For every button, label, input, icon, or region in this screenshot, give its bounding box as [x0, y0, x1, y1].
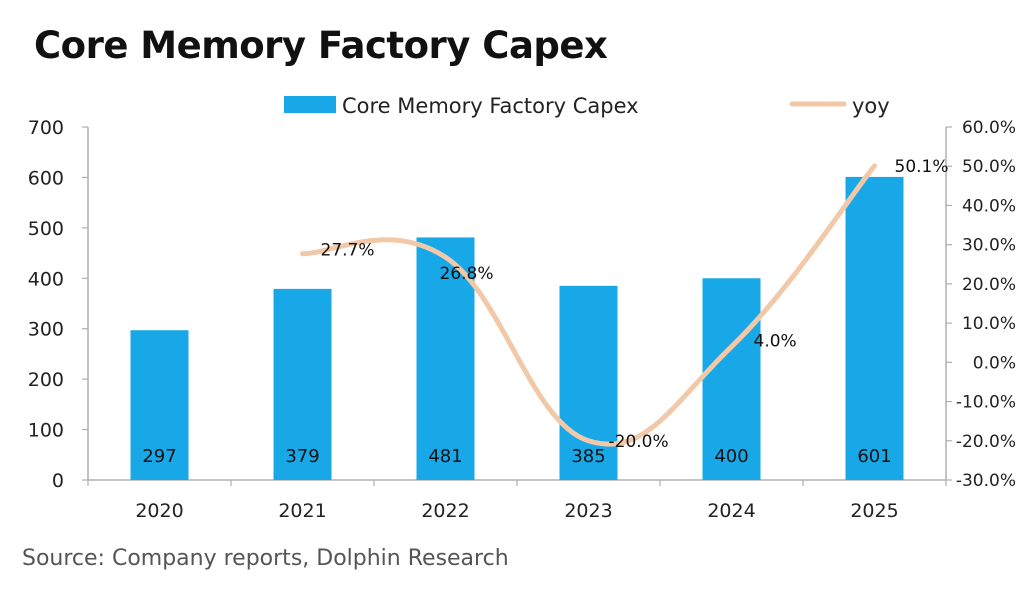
- x-tick-label: 2025: [850, 500, 898, 522]
- bar-value-label: 400: [714, 446, 748, 467]
- bar-value-label: 601: [857, 446, 891, 467]
- y-right-tick-label: 10.0%: [962, 314, 1016, 334]
- x-tick-label: 2022: [421, 500, 469, 522]
- bar-value-label: 297: [142, 446, 176, 467]
- bar-value-label: 481: [428, 446, 462, 467]
- bar: [702, 278, 761, 480]
- y-right-tick-label: 0.0%: [973, 353, 1016, 373]
- yoy-value-label: 50.1%: [895, 157, 949, 177]
- y-right-tick-label: -30.0%: [956, 471, 1016, 491]
- legend-label-line: yoy: [852, 94, 890, 118]
- source-note: Source: Company reports, Dolphin Researc…: [22, 546, 509, 571]
- yoy-value-label: 4.0%: [754, 332, 797, 352]
- x-tick-label: 2024: [707, 500, 755, 522]
- bar-value-label: 379: [285, 446, 319, 467]
- y-right-tick-label: -10.0%: [956, 393, 1016, 413]
- x-tick-label: 2023: [564, 500, 612, 522]
- chart-title: Core Memory Factory Capex: [34, 24, 608, 67]
- y-left-tick-label: 200: [28, 369, 64, 391]
- yoy-value-label: -20.0%: [609, 432, 669, 452]
- y-left-tick-label: 300: [28, 319, 64, 341]
- y-right-tick-label: 60.0%: [962, 118, 1016, 138]
- y-right-tick-label: 20.0%: [962, 275, 1016, 295]
- axes: 0 100 200 300 400 500 600 700 -30.0% -20.0% -10.0%…: [28, 117, 1016, 522]
- legend-label-bar: Core Memory Factory Capex: [342, 94, 639, 118]
- y-left-tick-label: 700: [28, 117, 64, 139]
- data-labels: 297 379 481 385 400 601 27.7% 26.8% -20.0% 4.0% 50…: [142, 157, 948, 467]
- y-left-tick-label: 500: [28, 218, 64, 240]
- bar: [130, 330, 189, 480]
- legend: Core Memory Factory Capex yoy: [284, 94, 890, 118]
- bar-value-label: 385: [571, 446, 605, 467]
- y-left-tick-label: 400: [28, 268, 64, 290]
- y-right-tick-label: 50.0%: [962, 157, 1016, 177]
- y-left-tick-label: 100: [28, 420, 64, 442]
- bar: [559, 285, 618, 480]
- yoy-line: [300, 163, 877, 447]
- y-right-tick-label: 30.0%: [962, 236, 1016, 256]
- x-tick-label: 2020: [135, 500, 183, 522]
- legend-swatch-bar: [284, 96, 336, 113]
- bar: [845, 176, 904, 480]
- bars: [130, 176, 904, 480]
- bar: [273, 288, 332, 480]
- y-left-tick-label: 600: [28, 167, 64, 189]
- yoy-value-label: 27.7%: [321, 241, 375, 261]
- y-left-tick-label: 0: [52, 470, 64, 492]
- x-tick-label: 2021: [278, 500, 326, 522]
- yoy-value-label: 26.8%: [440, 264, 494, 284]
- y-right-tick-label: -20.0%: [956, 432, 1016, 452]
- y-right-tick-label: 40.0%: [962, 196, 1016, 216]
